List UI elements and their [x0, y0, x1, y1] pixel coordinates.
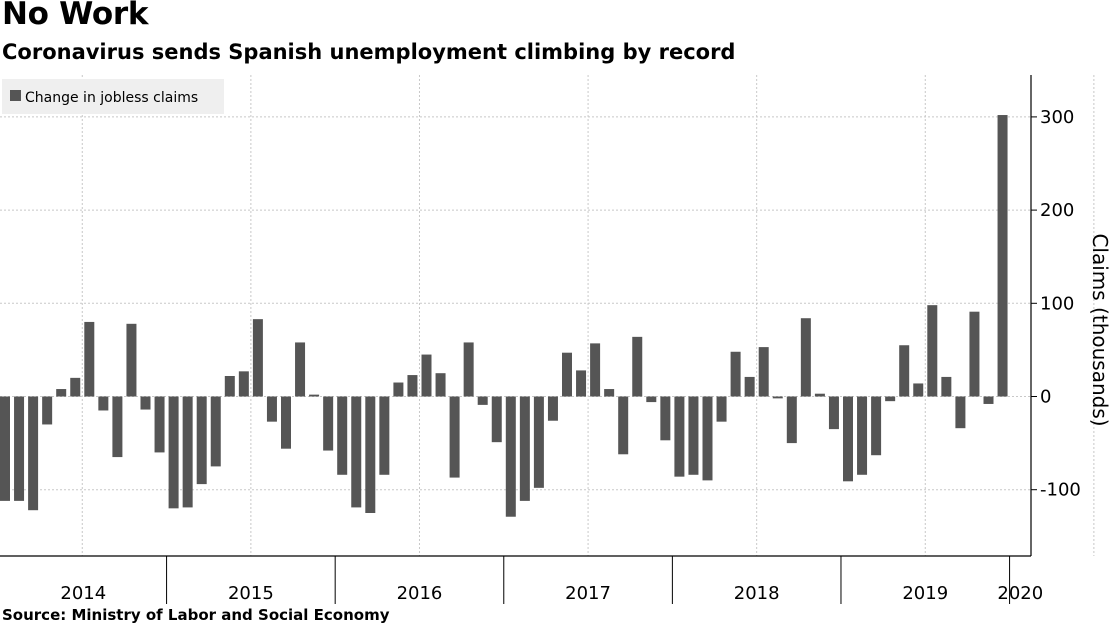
- bar: [857, 396, 868, 475]
- bar: [533, 396, 544, 488]
- bar: [182, 396, 193, 508]
- bar: [238, 371, 249, 397]
- bar: [42, 396, 53, 425]
- bar: [379, 396, 390, 475]
- y-axis-title: Claims (thousands): [1088, 233, 1112, 426]
- y-tick-label: 100: [1040, 293, 1074, 314]
- bar: [421, 354, 432, 397]
- bars: [0, 115, 1008, 517]
- bar: [730, 351, 741, 397]
- bar: [604, 389, 615, 397]
- year-label: 2014: [60, 583, 106, 604]
- bar: [84, 321, 95, 397]
- bar: [463, 342, 474, 397]
- bar: [646, 396, 657, 403]
- bar: [576, 370, 587, 397]
- y-tick-label: 200: [1040, 200, 1074, 221]
- bar: [758, 347, 769, 397]
- chart-subtitle: Coronavirus sends Spanish unemployment c…: [2, 40, 736, 64]
- bar: [407, 375, 418, 397]
- bar: [800, 318, 811, 397]
- year-label: 2020: [997, 583, 1043, 604]
- legend: Change in jobless claims: [2, 79, 224, 114]
- bar: [210, 396, 221, 467]
- bar: [477, 396, 488, 405]
- bar: [786, 396, 797, 444]
- bar: [295, 342, 306, 397]
- bar: [337, 396, 348, 475]
- bar: [674, 396, 685, 477]
- bar: [252, 319, 263, 397]
- grid-lines: [0, 75, 1095, 556]
- bar: [941, 376, 952, 397]
- bar: [323, 396, 334, 451]
- bar: [266, 396, 277, 422]
- year-label: 2018: [734, 583, 780, 604]
- bar: [435, 373, 446, 397]
- bar: [365, 396, 376, 513]
- bar: [772, 396, 783, 399]
- year-label: 2016: [397, 583, 443, 604]
- bar: [351, 396, 362, 508]
- year-label: 2017: [565, 583, 611, 604]
- bar: [112, 396, 123, 458]
- bar: [983, 396, 994, 404]
- chart-title: No Work: [2, 0, 149, 32]
- bar: [632, 336, 643, 397]
- bar: [885, 396, 896, 402]
- bar: [660, 396, 671, 441]
- bar: [28, 396, 39, 511]
- bar: [716, 396, 727, 422]
- year-separators: [166, 556, 1011, 604]
- bar: [168, 396, 179, 509]
- year-label: 2015: [228, 583, 274, 604]
- bar: [997, 115, 1008, 397]
- bar: [0, 396, 10, 501]
- bar: [98, 396, 109, 411]
- y-tick-label: -100: [1040, 480, 1081, 501]
- bar: [126, 323, 137, 397]
- bar: [505, 396, 516, 517]
- bar: [140, 396, 151, 410]
- bar: [449, 396, 460, 478]
- bar: [618, 396, 629, 455]
- y-tick-label: 300: [1040, 107, 1074, 128]
- y-ticks: 300 200 100 0 -100: [1031, 107, 1081, 501]
- bar: [562, 352, 572, 397]
- bar: [969, 311, 980, 397]
- source-note: Source: Ministry of Labor and Social Eco…: [2, 606, 390, 624]
- bar: [843, 396, 853, 482]
- legend-box: [2, 79, 224, 114]
- bar: [702, 396, 713, 481]
- bar: [70, 377, 81, 397]
- bar: [14, 396, 25, 501]
- bar: [224, 375, 235, 397]
- bar: [955, 396, 966, 429]
- bar: [590, 343, 601, 397]
- bar: [547, 396, 558, 421]
- bar: [871, 396, 882, 456]
- legend-swatch: [10, 90, 21, 101]
- bar: [519, 396, 530, 501]
- bar: [196, 396, 207, 485]
- bar: [927, 305, 938, 397]
- bar: [393, 382, 404, 397]
- year-labels: 2014 2015 2016 2017 2018 2019 2020: [60, 583, 1043, 604]
- bar: [281, 396, 291, 449]
- legend-label: Change in jobless claims: [25, 90, 198, 106]
- bar: [309, 394, 320, 397]
- bar: [814, 393, 825, 397]
- bar: [688, 396, 699, 475]
- y-tick-label: 0: [1040, 387, 1051, 408]
- bar: [744, 376, 755, 397]
- bar: [828, 396, 839, 430]
- bar: [56, 389, 67, 397]
- bar: [899, 345, 910, 397]
- bar: [491, 396, 502, 443]
- bar: [154, 396, 165, 453]
- year-label: 2019: [902, 583, 948, 604]
- bar: [913, 383, 924, 397]
